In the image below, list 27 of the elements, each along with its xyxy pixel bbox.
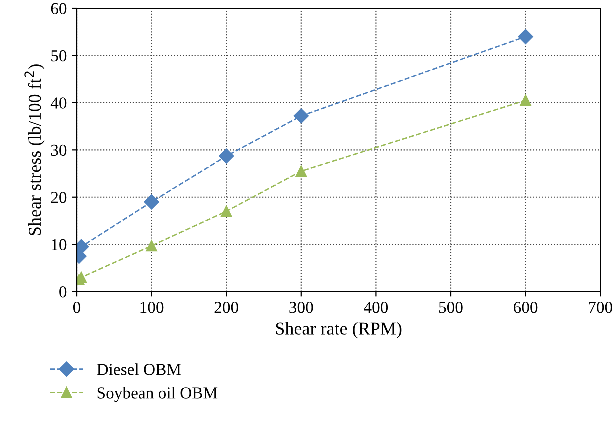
legend-label: Diesel OBM — [97, 364, 182, 376]
x-tick-label: 100 — [140, 302, 164, 314]
point — [520, 95, 532, 106]
x-tick-label: 700 — [589, 302, 612, 314]
point — [518, 29, 534, 44]
point — [144, 194, 160, 210]
y-axis-title: Shear stress (lb/100 ft$^{2}$) — [24, 64, 45, 236]
y-tick-label: 40 — [50, 98, 67, 109]
point — [296, 166, 307, 177]
x-tick-label: 600 — [514, 302, 538, 314]
x-tick-label: 0 — [73, 302, 81, 314]
x-axis-title: Shear rate (RPM) — [276, 322, 402, 339]
y-tick-label: 20 — [51, 192, 67, 204]
legend-label: Soybean oil OBM — [98, 387, 218, 402]
y-tick-label: 30 — [51, 144, 67, 156]
x-tick-label: 500 — [439, 302, 463, 314]
y-tick-label: 60 — [51, 3, 67, 14]
point — [221, 206, 232, 218]
x-tick-label: 300 — [290, 302, 314, 314]
point — [146, 240, 158, 252]
x-tick-label: 400 — [364, 302, 388, 314]
x-tick-label: 200 — [214, 302, 238, 314]
y-tick-label: 0 — [60, 286, 67, 298]
y-tick-label: 50 — [52, 50, 67, 62]
point — [219, 148, 234, 164]
point — [294, 108, 309, 124]
y-tick-label: 10 — [52, 239, 67, 251]
